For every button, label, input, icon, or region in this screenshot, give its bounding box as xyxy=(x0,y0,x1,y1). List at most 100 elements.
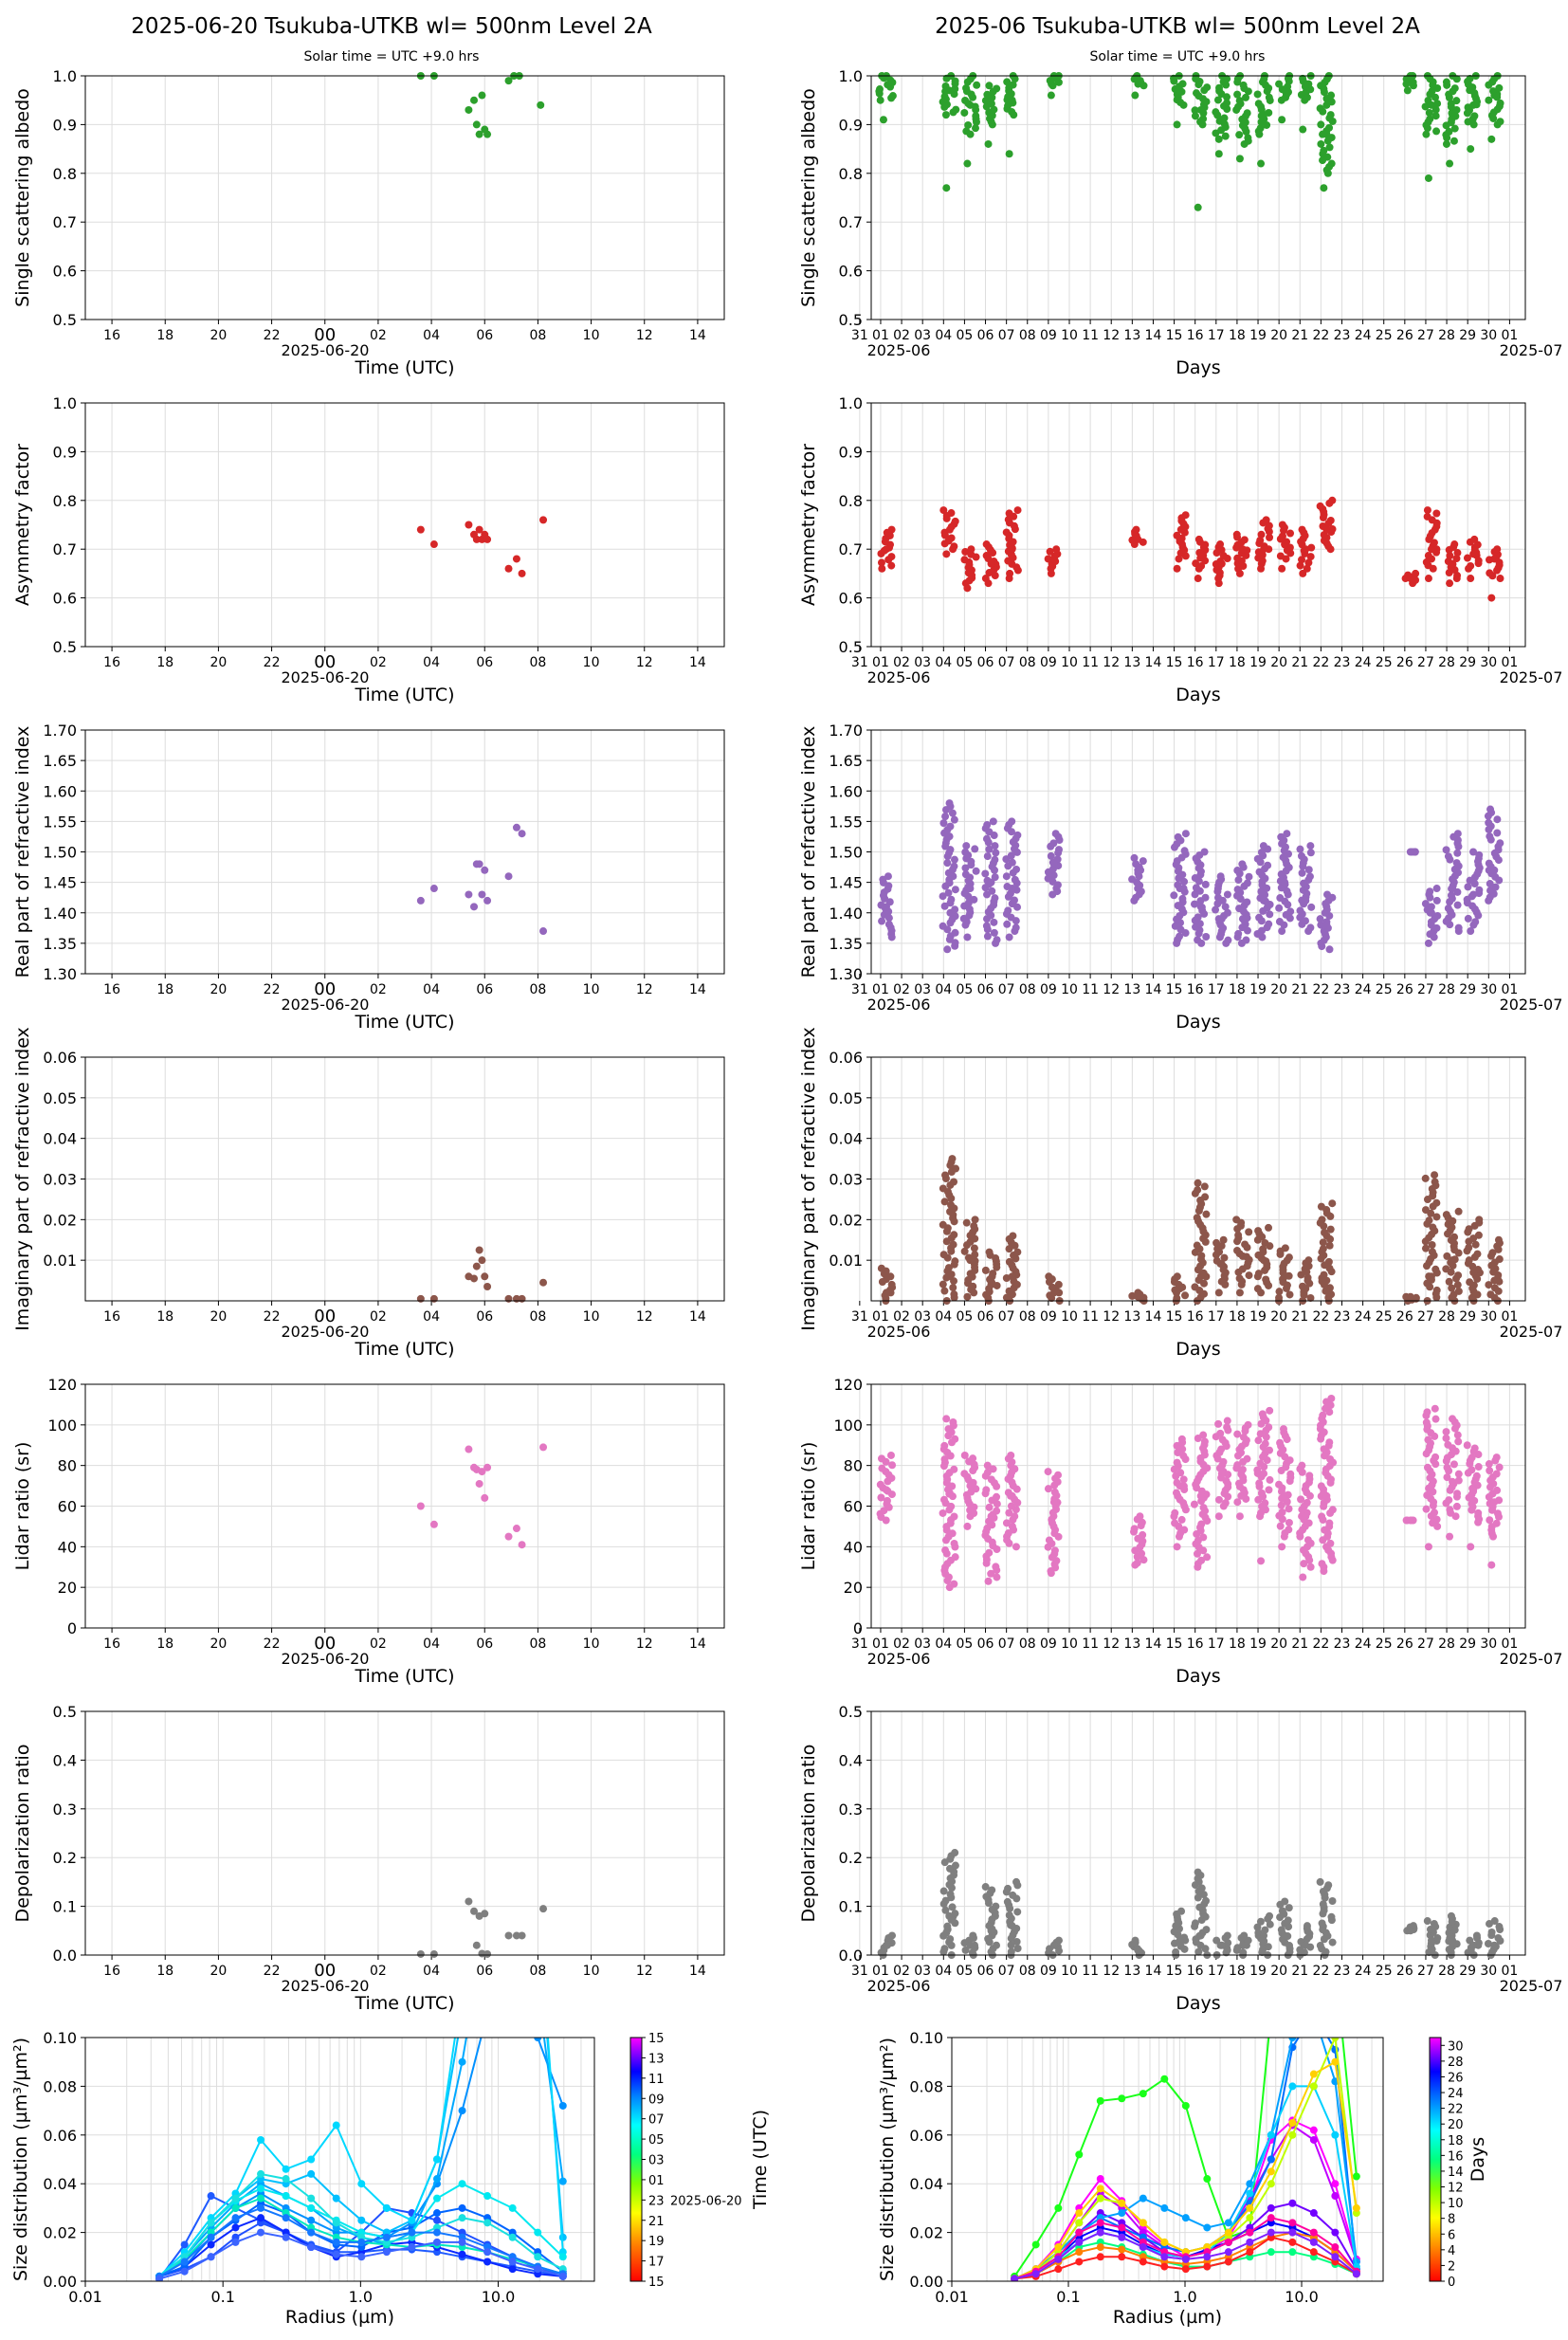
series-point xyxy=(1309,2126,1318,2134)
data-point xyxy=(1454,1437,1463,1446)
y-tick-label: 40 xyxy=(844,1538,863,1556)
y-tick-label: 0.06 xyxy=(43,2127,77,2145)
data-point xyxy=(512,555,520,563)
x-tick-label: 0.1 xyxy=(1056,2288,1080,2306)
x-tick-label: 22 xyxy=(1312,982,1329,997)
data-point xyxy=(1300,1560,1308,1568)
x-tick-label: 29 xyxy=(1459,1964,1476,1979)
x-tick-label: 01 xyxy=(872,1636,889,1652)
data-point xyxy=(1134,1292,1142,1301)
x-tick-label: 01 xyxy=(1501,1964,1518,1979)
data-point xyxy=(1257,1489,1266,1497)
series-point xyxy=(1118,2245,1126,2254)
data-point xyxy=(1212,108,1220,117)
data-point xyxy=(1239,1948,1248,1957)
data-point xyxy=(1443,1252,1451,1260)
data-point xyxy=(1181,1291,1190,1300)
colorbar-tick-label: 03 xyxy=(648,2154,665,2168)
data-point xyxy=(1469,848,1478,856)
data-point xyxy=(941,1906,950,1914)
data-point xyxy=(1194,535,1203,543)
x-tick-label: 22 xyxy=(264,1309,281,1325)
series-point xyxy=(1118,2199,1126,2207)
series-point xyxy=(231,2194,240,2203)
data-point xyxy=(950,1465,958,1473)
data-point xyxy=(1278,564,1286,573)
x-axis-label: Days xyxy=(1176,357,1220,378)
data-point xyxy=(1452,97,1461,105)
data-point xyxy=(512,823,520,832)
y-tick-label: 0.02 xyxy=(829,1211,863,1229)
series-point xyxy=(1331,2192,1340,2201)
data-point xyxy=(1007,1502,1015,1510)
data-point xyxy=(983,1469,992,1477)
data-point xyxy=(1201,1896,1210,1905)
data-point xyxy=(1179,1475,1188,1484)
series-point xyxy=(1203,2253,1212,2261)
x-tick-label: 18 xyxy=(1229,982,1246,997)
data-point xyxy=(1212,1936,1221,1945)
data-point xyxy=(1306,849,1315,857)
data-point xyxy=(971,845,979,853)
y-tick-label: 1.50 xyxy=(829,844,863,862)
data-point xyxy=(1316,1941,1324,1949)
data-point xyxy=(876,1480,884,1489)
data-point xyxy=(1266,533,1274,541)
y-tick-label: 1.40 xyxy=(43,905,77,923)
data-point xyxy=(1049,1289,1058,1297)
series-point xyxy=(307,2169,316,2178)
series-point xyxy=(1267,2167,1275,2176)
data-point xyxy=(518,569,526,577)
x-axis-label: Days xyxy=(1176,1666,1220,1687)
series-point xyxy=(508,2203,517,2212)
series-point xyxy=(207,2219,215,2227)
data-point xyxy=(1238,545,1247,554)
data-point xyxy=(1304,1536,1312,1545)
data-point xyxy=(1301,917,1309,925)
x-tick-label: 14 xyxy=(1145,328,1162,343)
series-point xyxy=(1331,2243,1340,2252)
y-tick-label: 0.9 xyxy=(53,116,77,134)
x-tick-label: 12 xyxy=(636,328,653,343)
x-tick-label: 11 xyxy=(1082,655,1099,670)
data-point xyxy=(1487,1929,1496,1937)
data-point xyxy=(429,885,438,893)
data-point xyxy=(478,91,486,100)
data-point xyxy=(1008,1272,1016,1281)
data-point xyxy=(1201,893,1210,902)
data-point xyxy=(1296,845,1304,853)
colorbar-tick-label: 13 xyxy=(648,2052,665,2066)
data-point xyxy=(483,1283,492,1291)
data-point xyxy=(1278,1907,1286,1915)
data-point xyxy=(1050,1488,1059,1496)
data-point xyxy=(945,1490,954,1498)
data-point xyxy=(1428,1240,1436,1249)
x-tick-label: 08 xyxy=(530,982,547,997)
series-point xyxy=(332,2219,340,2227)
data-point xyxy=(1319,1238,1327,1247)
data-point xyxy=(1008,1522,1016,1530)
x-tick-label: 29 xyxy=(1459,1309,1476,1325)
x-tick-label: 02 xyxy=(893,1309,910,1325)
data-point xyxy=(1424,1543,1432,1551)
x-tick-label: 29 xyxy=(1459,1636,1476,1652)
data-point xyxy=(1216,872,1225,881)
data-point xyxy=(1281,1244,1289,1252)
x-tick-label: 22 xyxy=(1312,1309,1329,1325)
x-tick-label: 23 xyxy=(1334,1636,1351,1652)
data-point xyxy=(1424,174,1432,182)
series-point xyxy=(483,2248,492,2257)
data-point xyxy=(981,869,990,878)
x-tick-label: 26 xyxy=(1396,1309,1413,1325)
daily-date-label: 2025-06-20 xyxy=(282,1650,370,1668)
x-tick-label: 22 xyxy=(264,1964,281,1979)
data-point xyxy=(1196,1272,1205,1281)
x-tick-label: 17 xyxy=(1208,1964,1225,1979)
data-point xyxy=(1134,1946,1142,1954)
x-tick-label: 16 xyxy=(103,655,120,670)
series-point xyxy=(1310,1790,1318,1798)
series-point xyxy=(257,2203,265,2212)
data-point xyxy=(1214,579,1223,588)
data-point xyxy=(1180,1526,1189,1534)
x-tick-label: 22 xyxy=(264,1636,281,1652)
